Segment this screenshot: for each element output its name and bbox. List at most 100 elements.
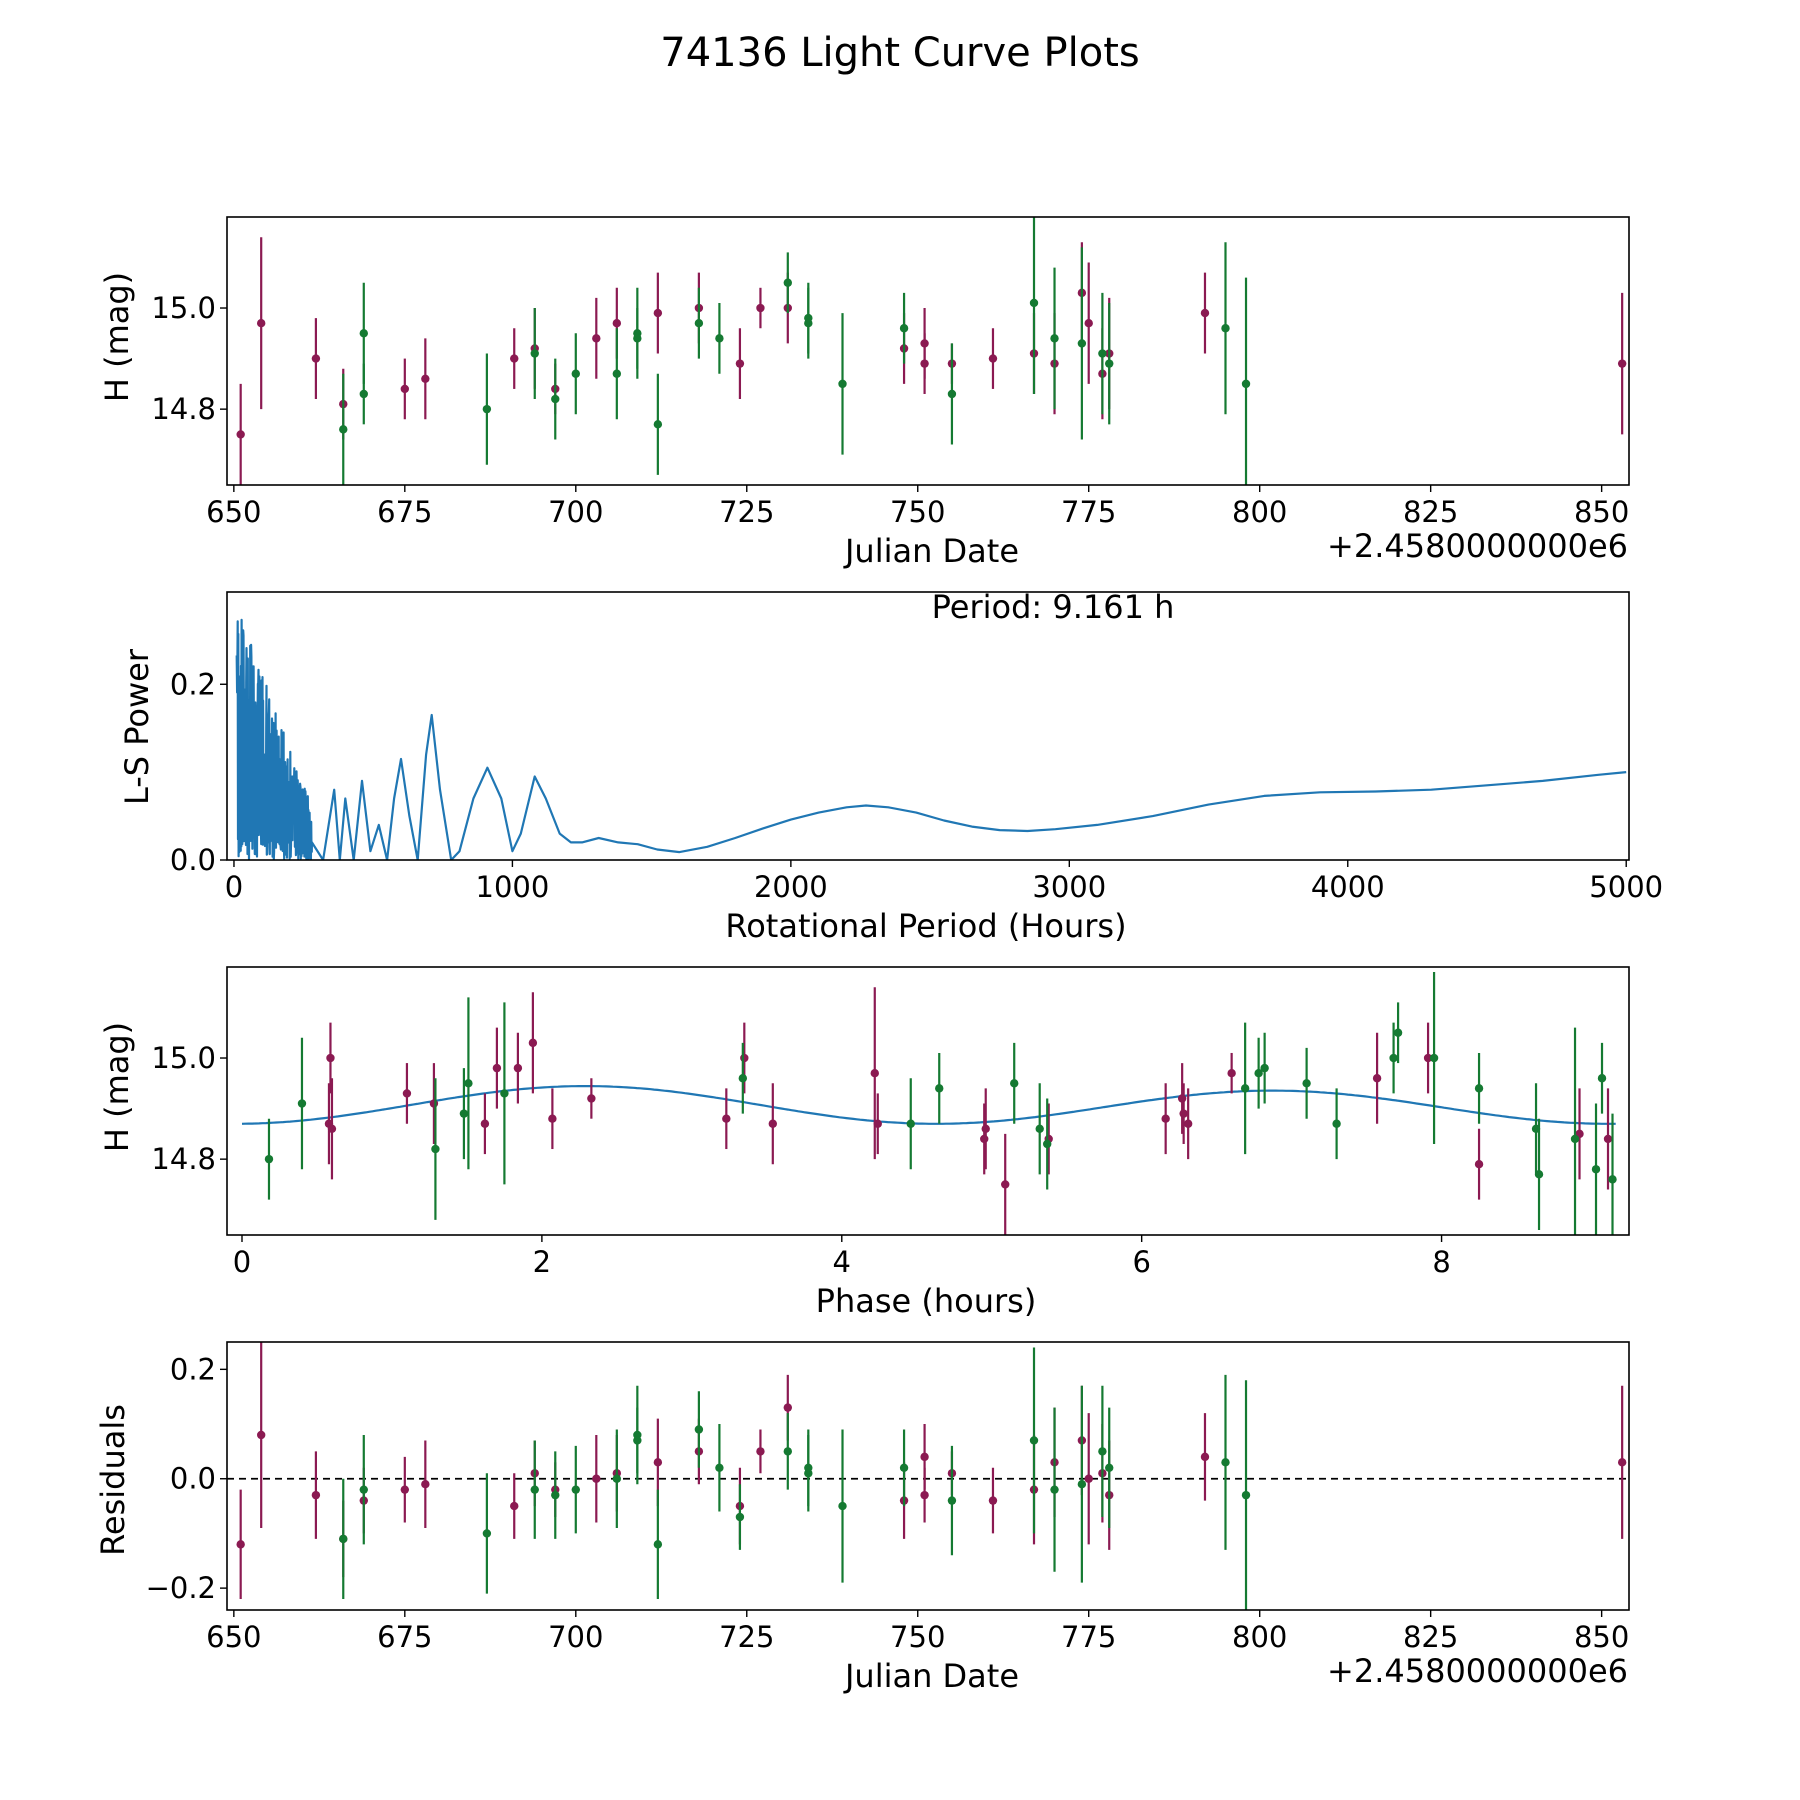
- residuals-point-green: [339, 1534, 348, 1544]
- residuals-point-red: [653, 1458, 663, 1467]
- residuals-point-green: [1077, 1480, 1087, 1489]
- residuals-point-green: [1050, 1485, 1059, 1494]
- phased-point-red: [981, 1124, 990, 1134]
- phased-point-red: [870, 1068, 879, 1078]
- lightcurve-ticks: 650 675 700 725 750 775 800 825 850 14.8 15.0: [151, 216, 1630, 529]
- lightcurve-xtick-label: 850: [1574, 495, 1629, 529]
- phased-point-green: [1389, 1053, 1398, 1063]
- residuals-xtick-label: 825: [1403, 1620, 1458, 1654]
- lightcurve-point-red: [592, 334, 601, 343]
- residuals-xtick-label: 775: [1061, 1620, 1116, 1654]
- lightcurve-point-green: [551, 394, 560, 404]
- residuals-xtick-label: 750: [890, 1620, 945, 1654]
- residuals-ticks: 650 675 700 725 750 775 800 825 850 −0.2 0.0 0.2: [146, 1341, 1630, 1654]
- phased-point-green: [1332, 1119, 1341, 1128]
- residuals-point-green: [947, 1496, 957, 1505]
- phased-point-red: [480, 1119, 490, 1128]
- residuals-ylabel: Residuals: [94, 1404, 132, 1556]
- residuals-point-green: [633, 1436, 642, 1445]
- phased-xtick-label: 2: [533, 1245, 551, 1279]
- lightcurve-point-green: [899, 324, 909, 333]
- phased-point-green: [1597, 1074, 1607, 1083]
- lightcurve-point-red: [1084, 318, 1093, 328]
- residuals-point-red: [988, 1496, 998, 1505]
- phased-model-curve: [241, 1085, 1616, 1125]
- lightcurve-point-green: [482, 404, 492, 414]
- phased-xtick-label: 6: [1132, 1245, 1150, 1279]
- residuals-point-green: [804, 1463, 813, 1472]
- phased-point-red: [402, 1089, 412, 1098]
- residuals-point-green: [783, 1447, 792, 1456]
- lightcurve-point-green: [653, 420, 663, 429]
- phased-point-red: [1161, 1114, 1170, 1123]
- phased-plot-area: [241, 972, 1617, 1235]
- residuals-point-green: [1105, 1463, 1114, 1472]
- phased-point-green: [1035, 1124, 1044, 1134]
- periodogram-xtick-label: 1000: [476, 870, 550, 904]
- phased-point-red: [1227, 1068, 1236, 1078]
- residuals-point-green: [482, 1529, 492, 1538]
- residuals-point-green: [612, 1474, 622, 1483]
- periodogram-xlabel: Rotational Period (Hours): [725, 907, 1126, 945]
- lightcurve-point-green: [530, 349, 539, 358]
- phased-point-red: [1474, 1160, 1484, 1169]
- phased-point-red: [1183, 1119, 1193, 1128]
- residuals-axes-frame: [226, 1341, 1630, 1611]
- lightcurve-point-green: [783, 278, 792, 287]
- lightcurve-xtick-label: 725: [719, 495, 774, 529]
- residuals-point-red: [1200, 1452, 1210, 1462]
- phased-marks: [241, 972, 1617, 1235]
- phased-point-green: [1591, 1165, 1601, 1174]
- lightcurve-marks: [236, 217, 1627, 485]
- lightcurve-point-red: [756, 303, 765, 313]
- periodogram-axes-frame: [226, 591, 1630, 861]
- phased-xtick-label: 0: [233, 1245, 251, 1279]
- phased-point-green: [264, 1154, 274, 1164]
- residuals-ytick-label: 0.2: [170, 1352, 216, 1386]
- phased-ylabel: H (mag): [98, 1022, 136, 1152]
- phased-ytick-label: 14.8: [151, 1142, 216, 1176]
- residuals-point-green: [1029, 1436, 1039, 1445]
- residuals-xtick-label: 800: [1232, 1620, 1287, 1654]
- periodogram-ytick-label: 0.2: [170, 667, 216, 701]
- lightcurve-xtick-label: 775: [1061, 495, 1116, 529]
- periodogram-ticks: 0 1000 2000 3000 4000 5000 0.0 0.2: [170, 591, 1663, 904]
- phased-xtick-label: 4: [833, 1245, 851, 1279]
- lightcurve-point-green: [1241, 379, 1251, 389]
- phased-point-red: [587, 1094, 596, 1103]
- lightcurve-ytick-label: 14.8: [151, 392, 216, 426]
- phased-point-red: [429, 1099, 439, 1108]
- phased-point-green: [1254, 1068, 1263, 1078]
- lightcurve-axes-frame: [226, 216, 1630, 486]
- lightcurve-point-red: [510, 354, 519, 363]
- phased-point-green: [906, 1119, 915, 1128]
- lightcurve-point-green: [633, 334, 642, 343]
- residuals-xtick-label: 850: [1574, 1620, 1629, 1654]
- phased-point-green: [1302, 1079, 1311, 1088]
- residuals-point-green: [1241, 1490, 1251, 1500]
- residuals-marks: [227, 1342, 1629, 1610]
- residuals-point-red: [1617, 1458, 1627, 1467]
- periodogram-xtick-label: 2000: [754, 870, 828, 904]
- residuals-point-green: [715, 1463, 724, 1472]
- lightcurve-point-green: [1221, 324, 1230, 333]
- lightcurve-xtick-label: 650: [206, 495, 261, 529]
- phased-axes-frame: [226, 966, 1630, 1236]
- lightcurve-xtick-label: 700: [548, 495, 603, 529]
- lightcurve-point-green: [694, 318, 704, 328]
- lightcurve-xlabel: Julian Date: [843, 532, 1019, 570]
- lightcurve-point-green: [571, 369, 580, 378]
- phased-point-green: [1393, 1028, 1403, 1037]
- figure-title: 74136 Light Curve Plots: [660, 30, 1139, 76]
- phased-ytick-label: 15.0: [151, 1041, 216, 1075]
- phased-point-red: [1372, 1074, 1382, 1083]
- residuals-point-red: [400, 1485, 410, 1494]
- residuals-point-red: [756, 1447, 765, 1456]
- residuals-point-green: [653, 1540, 663, 1549]
- residuals-point-red: [421, 1480, 430, 1489]
- lightcurve-point-green: [359, 389, 368, 399]
- phased-point-red: [327, 1124, 337, 1134]
- phased-panel: 0 2 4 6 8 14.8 15.0 Phase (hours) H (mag): [98, 966, 1630, 1320]
- lightcurve-point-red: [653, 308, 663, 318]
- residuals-xtick-label: 725: [719, 1620, 774, 1654]
